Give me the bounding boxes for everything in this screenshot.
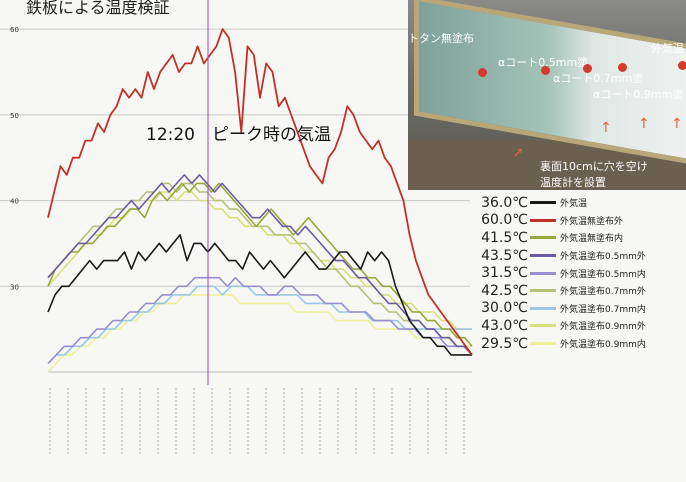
photo-label-back-2: 温度計を設置 xyxy=(540,176,606,189)
legend-value: 29.5℃ xyxy=(481,335,528,352)
arrow-icon: ↑ xyxy=(638,116,650,132)
legend-label: 外気温塗布0.9mm外 xyxy=(560,322,646,333)
series-line xyxy=(47,234,472,356)
peak-annotation: 12:20 ピーク時の気温 xyxy=(146,125,331,145)
arrow-icon: ↑ xyxy=(600,120,612,136)
legend: 36.0℃ 外気温 60.0℃ 外気温無塗布外 41.5℃ 外気温無塗布内 43… xyxy=(470,194,646,352)
legend-value: 36.0℃ xyxy=(481,194,528,211)
legend-label: 外気温 xyxy=(560,199,588,210)
experiment-photo: トタン無塗布 αコート0.5mm塗 αコート0.7mm塗 αコート0.9mm塗 … xyxy=(408,0,686,190)
legend-item: 31.5℃ 外気温塗布0.5mm内 xyxy=(470,264,646,282)
legend-swatch xyxy=(530,342,556,346)
legend-value: 31.5℃ xyxy=(481,265,528,282)
photo-label-coat-07: αコート0.7mm塗 xyxy=(553,72,644,85)
legend-swatch xyxy=(530,306,556,310)
photo-label-coat-05: αコート0.5mm塗 xyxy=(498,56,589,69)
sensor-dot-coat-09 xyxy=(618,63,627,72)
legend-swatch xyxy=(530,236,556,240)
legend-item: 30.0℃ 外気温塗布0.7mm内 xyxy=(470,300,646,318)
series-line xyxy=(47,182,473,356)
legend-swatch xyxy=(530,289,556,293)
legend-value: 43.5℃ xyxy=(481,247,528,264)
legend-swatch xyxy=(530,201,556,205)
series-line xyxy=(47,28,473,356)
legend-item: 43.0℃ 外気温塗布0.9mm外 xyxy=(470,317,646,335)
y-tick-label: 40 xyxy=(10,198,19,206)
photo-label-tin: トタン無塗布 xyxy=(408,32,474,45)
sensor-dot-coat-05 xyxy=(541,66,550,75)
photo-label-outside: 外気温 xyxy=(651,42,684,55)
series-line xyxy=(47,276,473,364)
arrow-icon: ↑ xyxy=(671,116,683,132)
legend-label: 外気温塗布0.5mm外 xyxy=(560,252,646,263)
legend-item: 43.5℃ 外気温塗布0.5mm外 xyxy=(470,247,646,265)
legend-value: 42.5℃ xyxy=(481,282,528,299)
legend-swatch xyxy=(530,324,556,328)
legend-value: 43.0℃ xyxy=(481,317,528,334)
y-tick-label: 30 xyxy=(10,283,19,291)
chart-title: 鉄板による温度検証 xyxy=(26,0,170,17)
photo-label-coat-09: αコート0.9mm塗 xyxy=(593,88,684,101)
photo-label-back: 裏面10cmに穴を空け xyxy=(540,160,648,173)
legend-label: 外気温塗布0.9mm内 xyxy=(560,340,646,351)
legend-item: 29.5℃ 外気温塗布0.9mm内 xyxy=(470,335,646,353)
legend-item: 36.0℃ 外気温 xyxy=(470,194,646,212)
legend-swatch xyxy=(530,254,556,258)
legend-label: 外気温無塗布内 xyxy=(560,234,624,245)
arrow-icon: ↗ xyxy=(512,145,524,161)
legend-label: 外気温塗布0.7mm内 xyxy=(560,304,646,315)
series-line xyxy=(47,174,473,356)
y-tick-label: 60 xyxy=(10,26,19,34)
legend-label: 外気温塗布0.5mm内 xyxy=(560,269,646,280)
legend-value: 41.5℃ xyxy=(481,229,528,246)
sensor-dot-tin xyxy=(478,68,487,77)
legend-value: 30.0℃ xyxy=(481,300,528,317)
series-line xyxy=(47,285,472,364)
legend-swatch xyxy=(530,271,556,275)
sensor-dot-coat-07 xyxy=(583,64,592,73)
legend-item: 41.5℃ 外気温無塗布内 xyxy=(470,229,646,247)
legend-label: 外気温塗布0.7mm外 xyxy=(560,287,646,298)
legend-item: 42.5℃ 外気温塗布0.7mm外 xyxy=(470,282,646,300)
y-tick-label: 50 xyxy=(10,112,19,120)
legend-label: 外気温無塗布外 xyxy=(560,216,624,227)
legend-value: 60.0℃ xyxy=(481,212,528,229)
legend-item: 60.0℃ 外気温無塗布外 xyxy=(470,212,646,230)
sensor-dot-outside xyxy=(678,61,686,70)
legend-swatch xyxy=(530,218,556,222)
